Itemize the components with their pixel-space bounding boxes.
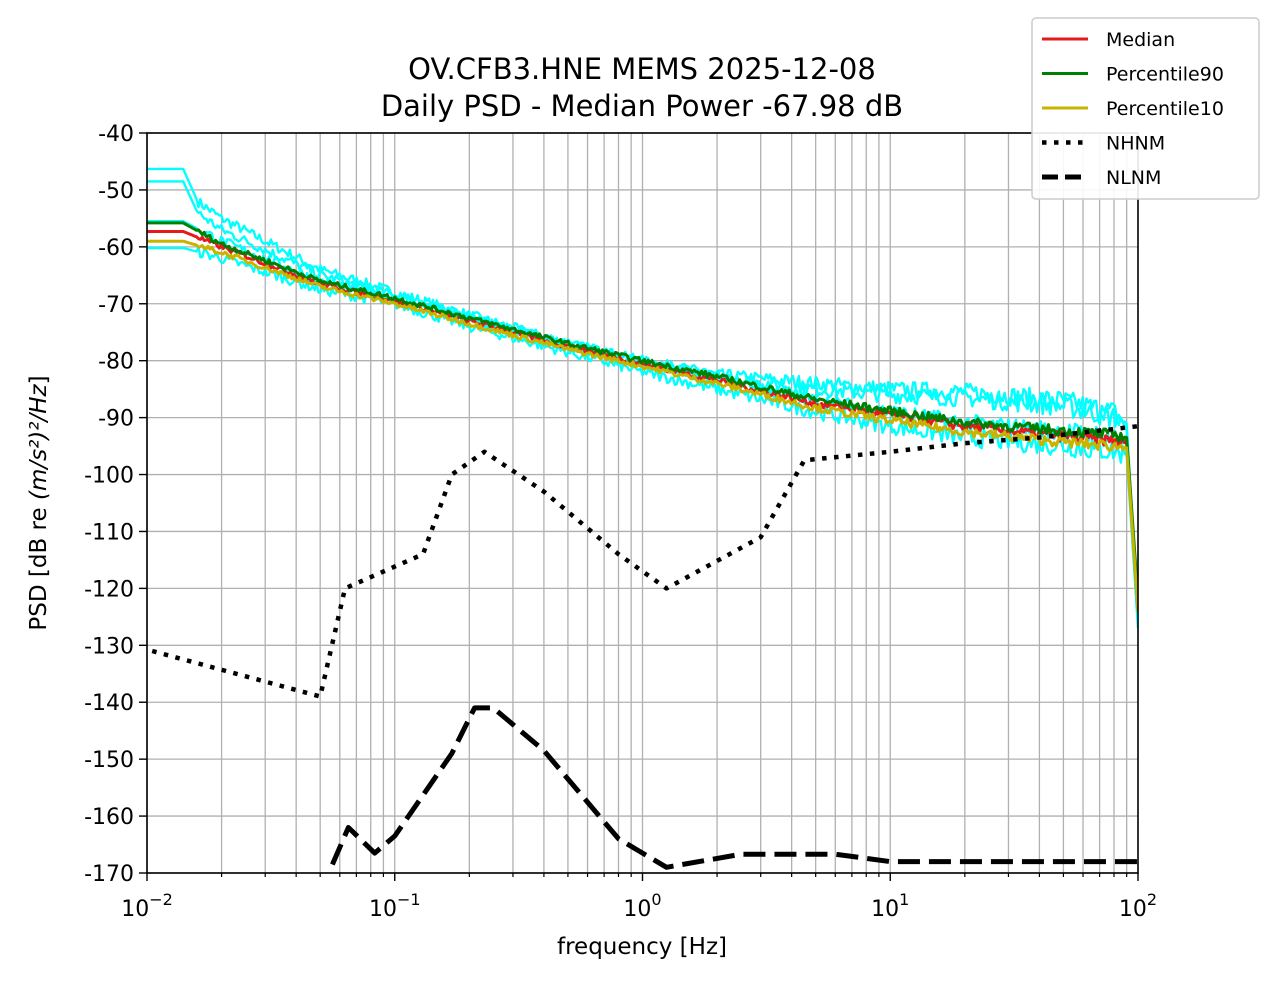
legend-label-nhnm: NHNM	[1106, 133, 1165, 155]
series-line-nhnm	[151, 423, 1138, 699]
chart-subtitle: Daily PSD - Median Power -67.98 dB	[381, 89, 903, 123]
y-tick-label: -110	[84, 520, 134, 545]
x-tick-base: 10	[871, 897, 899, 922]
y-tick-label: -100	[84, 464, 134, 489]
y-tick-label: -90	[98, 407, 134, 432]
y-tick-label: -160	[84, 805, 134, 830]
x-tick-exponent: 0	[651, 890, 661, 909]
y-tick-label: -50	[98, 179, 134, 204]
x-tick-exponent: −1	[397, 890, 421, 909]
legend-label-percentile90: Percentile90	[1106, 64, 1224, 86]
y-axis-label-prefix: PSD [dB re	[26, 500, 52, 631]
legend: Median Percentile90 Percentile10 NHNM NLNM	[1031, 17, 1260, 200]
legend-label-median: Median	[1106, 29, 1175, 51]
y-axis-label-suffix: ]	[26, 375, 52, 384]
x-tick-base: 10	[121, 897, 149, 922]
x-tick-base: 10	[369, 897, 397, 922]
y-tick-label: -70	[98, 293, 134, 318]
y-tick-label: -140	[84, 691, 134, 716]
series-lines	[147, 221, 1138, 870]
x-tick-base: 10	[1119, 897, 1147, 922]
x-tick-base: 10	[623, 897, 651, 922]
legend-label-percentile10: Percentile10	[1106, 98, 1224, 120]
series-line-percentile10	[147, 239, 1138, 612]
x-tick-label: 100	[623, 890, 661, 922]
y-axis-label-units: (m/s²)²/Hz	[26, 383, 52, 500]
series-line-median	[147, 230, 1138, 612]
legend-label-nlnm: NLNM	[1106, 167, 1161, 189]
y-tick-label: -120	[84, 577, 134, 602]
x-tick-exponent: 1	[899, 890, 909, 909]
y-axis-label: PSD [dB re (m/s²)²/Hz]	[26, 375, 52, 630]
x-tick-label: 102	[1119, 890, 1157, 922]
y-tick-label: -170	[84, 862, 134, 887]
x-tick-exponent: −2	[149, 890, 173, 909]
y-axis: -40 -50 -60 -70 -80 -90 -100 -110 -120 -130 -140 -1…	[84, 122, 147, 887]
y-tick-label: -40	[98, 122, 134, 147]
x-axis-label: frequency [Hz]	[557, 934, 727, 960]
x-tick-label: 10−1	[369, 890, 421, 922]
series-line-nlnm	[330, 705, 1138, 870]
hourly-psd-trace	[147, 246, 1138, 629]
x-tick-exponent: 2	[1147, 890, 1157, 909]
y-tick-label: -80	[98, 350, 134, 375]
y-tick-label: -60	[98, 236, 134, 261]
chart-title: OV.CFB3.HNE MEMS 2025-12-08	[408, 52, 876, 86]
x-tick-label: 101	[871, 890, 909, 922]
y-tick-label: -130	[84, 634, 134, 659]
x-axis: 10−2 10−1 100 101 102	[121, 873, 1157, 922]
series-line-percentile90	[147, 221, 1138, 600]
grid-lines	[146, 132, 1138, 874]
y-tick-label: -150	[84, 748, 134, 773]
x-tick-label: 10−2	[121, 890, 173, 922]
legend-box	[1031, 17, 1260, 200]
